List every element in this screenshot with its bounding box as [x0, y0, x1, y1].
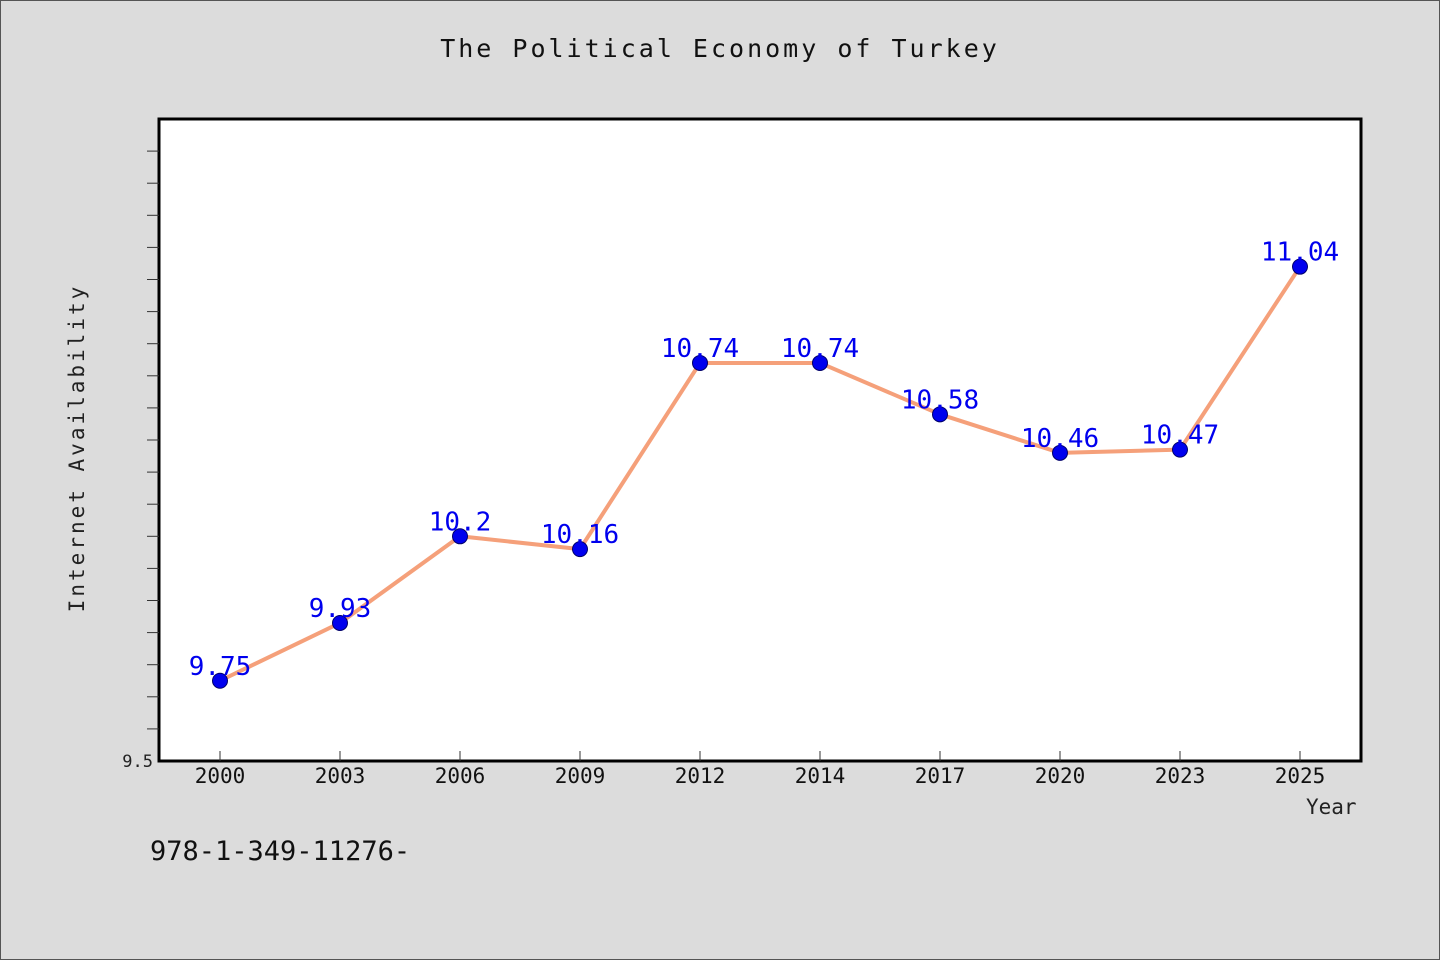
- data-label: 10.46: [1021, 424, 1099, 454]
- x-tick-label: 2020: [1035, 764, 1086, 788]
- x-axis-label: Year: [1306, 795, 1357, 819]
- series-group: 9.75 9.93 10.2 10.16 10.74 10.74 10.58 10.46 10.…: [189, 238, 1339, 689]
- y-tick-label: 9.5: [122, 752, 153, 772]
- data-point: [1052, 444, 1068, 461]
- x-tick-label: 2025: [1275, 764, 1326, 788]
- data-point: [452, 528, 468, 545]
- x-tick-label: 2003: [315, 764, 366, 788]
- x-tick-label: 2017: [915, 764, 966, 788]
- isbn-text: 978-1-349-11276-: [150, 836, 411, 867]
- y-axis-label: Internet Availability: [65, 283, 89, 613]
- y-axis-ticks: 9.5: [122, 150, 159, 772]
- x-tick-label: 2009: [555, 764, 606, 788]
- data-label: 11.04: [1261, 238, 1339, 268]
- data-point: [332, 614, 348, 631]
- data-point: [212, 672, 228, 689]
- data-label: 10.74: [781, 334, 859, 364]
- x-axis-ticks: 2000 2003 2006 2009 2012 2014 2017 2020 2023 2025: [195, 751, 1326, 788]
- data-label: 10.58: [901, 385, 979, 415]
- data-point: [1292, 258, 1308, 275]
- chart-title: The Political Economy of Turkey: [440, 34, 1000, 63]
- data-label: 10.2: [429, 507, 492, 537]
- data-label: 9.93: [309, 594, 372, 624]
- data-point: [932, 406, 948, 423]
- data-label: 10.74: [661, 334, 739, 364]
- x-tick-label: 2012: [675, 764, 726, 788]
- plot-area: [157, 117, 1363, 763]
- data-label: 10.47: [1141, 421, 1219, 451]
- data-point: [1172, 441, 1188, 458]
- x-tick-label: 2000: [195, 764, 246, 788]
- x-tick-label: 2006: [435, 764, 486, 788]
- data-point: [812, 354, 828, 371]
- series-line: [219, 265, 1302, 683]
- data-point: [692, 354, 708, 371]
- x-tick-label: 2023: [1155, 764, 1206, 788]
- data-label: 10.16: [541, 520, 619, 550]
- data-label: 9.75: [189, 652, 252, 682]
- x-tick-label: 2014: [795, 764, 846, 788]
- data-point: [572, 541, 588, 558]
